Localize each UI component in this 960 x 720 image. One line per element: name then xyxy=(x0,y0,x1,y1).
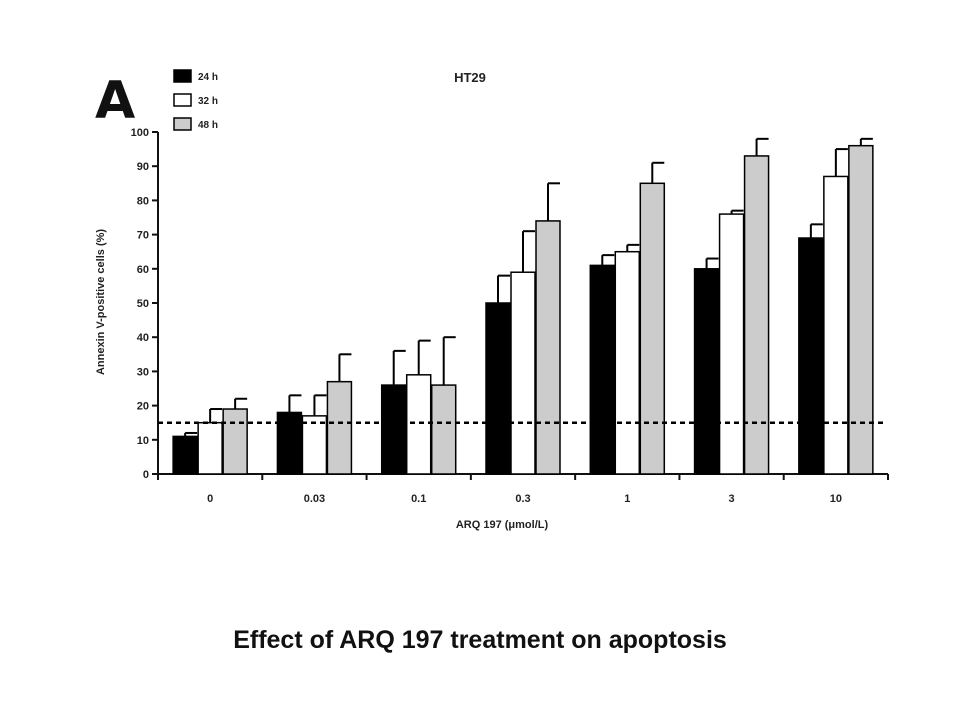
legend: 24 h 32 h 48 h xyxy=(173,69,218,131)
bar xyxy=(693,268,720,475)
bar xyxy=(326,380,353,475)
x-tick-label: 3 xyxy=(729,493,735,505)
panel-letter: A xyxy=(95,71,135,131)
bar xyxy=(848,144,874,475)
bar xyxy=(614,250,641,475)
y-tick-label: 100 xyxy=(131,127,149,139)
y-tick-label: 30 xyxy=(137,366,149,378)
y-tick-label: 60 xyxy=(137,264,149,276)
bar xyxy=(510,271,536,475)
x-tick-label: 0 xyxy=(207,493,213,505)
legend-label: 32 h xyxy=(198,96,218,107)
y-tick-label: 70 xyxy=(137,230,149,242)
legend-label: 48 h xyxy=(198,120,218,131)
bar xyxy=(405,374,432,475)
y-axis: 0 10 20 30 40 50 60 70 80 90 100 xyxy=(131,127,159,481)
legend-swatch xyxy=(173,93,192,107)
bar xyxy=(639,182,666,475)
legend-swatch xyxy=(173,117,192,131)
bar xyxy=(535,220,561,475)
caption: Effect of ARQ 197 treatment on apoptosis xyxy=(233,626,727,654)
y-tick-label: 90 xyxy=(137,161,149,173)
bar xyxy=(222,408,248,475)
bar xyxy=(301,415,328,475)
x-axis-label: ARQ 197 (μmol/L) xyxy=(456,519,549,531)
x-tick-label: 0.1 xyxy=(411,493,426,505)
bar xyxy=(380,384,407,475)
bar xyxy=(430,384,457,475)
x-axis: 0 0.03 0.1 0.3 1 3 10 xyxy=(157,473,889,505)
bar xyxy=(823,175,849,475)
bar xyxy=(589,264,616,475)
error-bars xyxy=(184,137,873,437)
y-axis-label: Annexin V-positive cells (%) xyxy=(95,229,107,375)
x-tick-label: 1 xyxy=(624,493,630,505)
y-tick-label: 50 xyxy=(137,298,149,310)
legend-label: 24 h xyxy=(198,72,218,83)
legend-swatch xyxy=(173,69,192,83)
bar xyxy=(172,435,198,475)
y-tick-label: 0 xyxy=(143,469,149,481)
bars xyxy=(172,144,874,475)
bar xyxy=(718,213,745,475)
bar xyxy=(485,302,511,475)
x-tick-label: 0.03 xyxy=(304,493,325,505)
y-tick-label: 10 xyxy=(137,435,149,447)
bar xyxy=(197,421,223,475)
y-tick-label: 20 xyxy=(137,401,149,413)
y-tick-label: 80 xyxy=(137,195,149,207)
bar xyxy=(743,155,770,475)
y-tick-label: 40 xyxy=(137,332,149,344)
x-tick-label: 0.3 xyxy=(515,493,530,505)
chart-title: HT29 xyxy=(454,70,486,85)
x-tick-label: 10 xyxy=(830,493,842,505)
bar xyxy=(798,237,824,475)
